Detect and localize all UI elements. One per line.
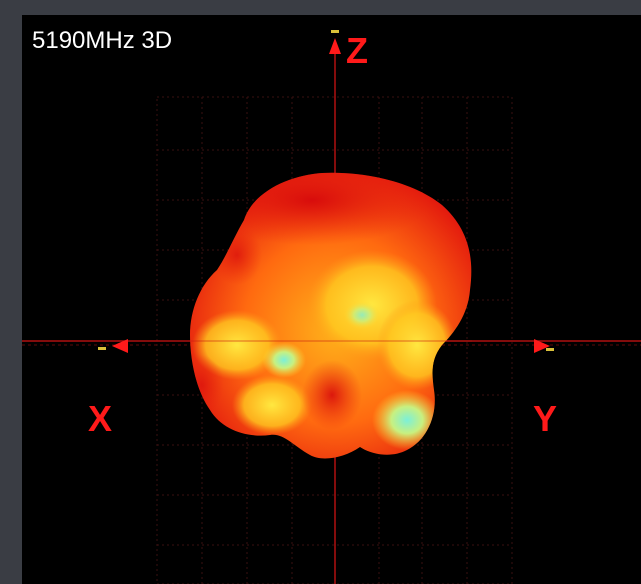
axis-arrow-icon — [112, 339, 128, 353]
y-axis-label: Y — [533, 398, 558, 439]
frequency-title: 5190MHz 3D — [32, 27, 173, 54]
z-axis-label: Z — [346, 30, 368, 71]
radiation-pattern-scene — [22, 30, 641, 584]
pattern-viewport[interactable]: 5190MHz 3D Z X Y — [22, 15, 641, 584]
axis-arrow-icon — [534, 339, 550, 353]
axis-arrow-icon — [329, 38, 341, 54]
radiation-pattern-surface — [190, 172, 472, 459]
x-axis-label: X — [88, 398, 113, 439]
